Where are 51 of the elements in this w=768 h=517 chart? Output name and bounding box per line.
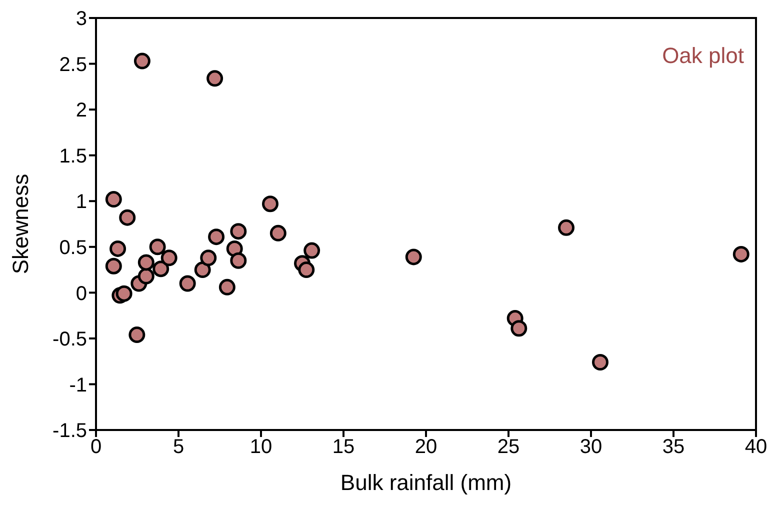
point [152,260,170,278]
point [230,252,247,269]
point [179,275,196,292]
y-tick-label: 0 [76,282,87,305]
y-tick-label: 2 [76,100,87,122]
point [128,326,146,344]
point [134,52,150,70]
x-tick-label: 35 [662,436,685,458]
point [405,248,422,266]
point [206,70,224,87]
point [138,268,154,284]
y-tick-label: 1.5 [59,145,87,168]
point [270,224,286,242]
x-tick-label: 0 [90,436,102,458]
point [558,219,574,236]
x-tick-label: 40 [744,436,768,458]
point [298,262,315,278]
x-tick-label: 30 [580,436,602,458]
x-tick-label: 25 [497,436,520,458]
x-tick-label: 20 [414,436,438,458]
point [116,285,132,302]
point [200,250,217,266]
y-tick-label: -1.5 [52,420,87,442]
y-axis-title: Skewness [8,174,33,274]
point [262,196,278,212]
point [194,262,211,278]
point [149,238,166,256]
x-axis-title: Bulk rainfall (mm) [340,470,512,495]
x-tick-label: 15 [332,436,355,458]
point [218,278,236,296]
y-tick-label: 1 [76,191,87,214]
x-tick-label: 5 [172,436,184,458]
point [304,242,320,259]
point [732,246,750,262]
y-tick-label: -0.5 [52,328,87,351]
annotation: Oak plot [662,43,744,68]
point [110,240,126,257]
point [105,258,122,274]
point [510,320,528,337]
point [138,254,154,271]
x-tick-label: 10 [250,436,272,458]
point [208,228,225,246]
y-tick-label: 3 [76,8,87,30]
point [230,223,247,240]
point [119,209,136,226]
point [105,191,122,208]
point [592,354,608,370]
y-tick-label: 0.5 [59,236,87,259]
point [160,250,178,266]
y-tick-label: -1 [69,374,87,396]
y-tick-label: 2.5 [59,54,87,76]
